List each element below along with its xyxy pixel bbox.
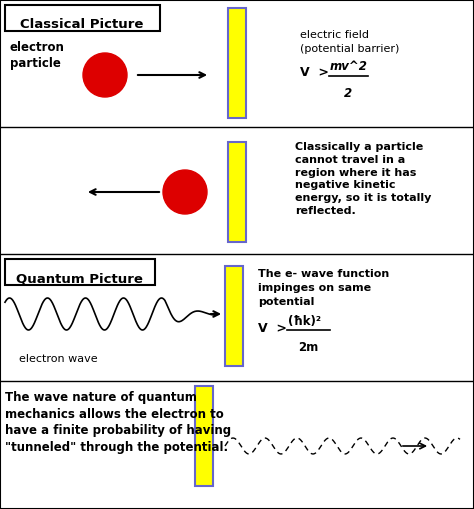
Text: (potential barrier): (potential barrier): [300, 44, 400, 54]
Text: The e- wave function: The e- wave function: [258, 269, 389, 279]
Text: Classical Picture: Classical Picture: [20, 18, 144, 31]
Text: Quantum Picture: Quantum Picture: [16, 272, 143, 285]
Bar: [225, 266, 243, 366]
Text: electric field: electric field: [300, 30, 369, 40]
Bar: [5, 5, 160, 31]
Text: mv^2: mv^2: [330, 60, 368, 72]
Text: 2m: 2m: [298, 341, 318, 354]
Bar: [195, 386, 213, 486]
Text: Classically a particle
cannot travel in a
region where it has
negative kinetic
e: Classically a particle cannot travel in …: [295, 142, 431, 216]
Text: The wave nature of quantum
mechanics allows the electron to
have a finite probab: The wave nature of quantum mechanics all…: [5, 391, 231, 454]
Bar: [228, 8, 246, 118]
Text: potential: potential: [258, 297, 314, 307]
Bar: [228, 142, 246, 242]
Text: V  >: V >: [300, 66, 333, 78]
Text: (ħk)²: (ħk)²: [288, 315, 321, 327]
Text: electron
particle: electron particle: [10, 41, 65, 70]
Text: 2: 2: [344, 87, 352, 100]
Text: V  >: V >: [258, 322, 291, 334]
Text: electron wave: electron wave: [18, 354, 97, 364]
Bar: [5, 259, 155, 285]
Text: impinges on same: impinges on same: [258, 283, 371, 293]
Circle shape: [163, 170, 207, 214]
Circle shape: [83, 53, 127, 97]
